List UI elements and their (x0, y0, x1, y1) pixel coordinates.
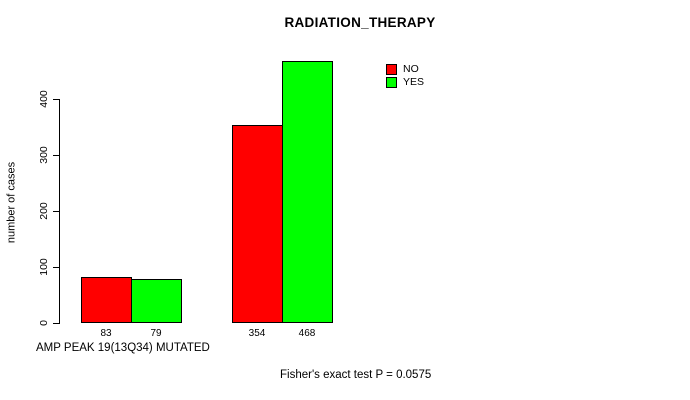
legend-swatch-no (386, 63, 397, 75)
legend-label: NO (403, 62, 419, 75)
legend: NO YES (386, 63, 424, 89)
y-tick-mark (53, 323, 59, 324)
bar-value-label: 79 (150, 328, 162, 339)
bar-yes-group-1 (131, 279, 182, 323)
bar-value-label: 83 (100, 328, 112, 339)
legend-item-no: NO (386, 63, 424, 75)
stat-annotation: Fisher's exact test P = 0.0575 (280, 369, 432, 381)
x-axis-label: AMP PEAK 19(13Q34) MUTATED (36, 342, 210, 354)
bar-value-label: 354 (248, 328, 266, 339)
y-tick-mark (53, 211, 59, 212)
bar-value-label: 468 (298, 328, 316, 339)
y-tick-mark (53, 155, 59, 156)
y-tick-label: 0 (38, 320, 50, 326)
bar-no-group-2 (232, 125, 283, 323)
chart-title: RADIATION_THERAPY (284, 15, 436, 30)
legend-item-yes: YES (386, 76, 424, 88)
legend-swatch-yes (386, 76, 397, 88)
y-tick-mark (53, 267, 59, 268)
legend-label: YES (403, 75, 425, 88)
y-tick-label: 400 (38, 90, 50, 108)
y-tick-label: 300 (38, 146, 50, 164)
y-axis-line (59, 99, 60, 324)
y-tick-mark (53, 99, 59, 100)
y-axis-label: number of cases (5, 161, 18, 244)
bar-yes-group-2 (282, 61, 333, 323)
y-tick-label: 200 (38, 202, 50, 220)
bar-no-group-1 (81, 277, 132, 323)
y-tick-label: 100 (38, 258, 50, 276)
